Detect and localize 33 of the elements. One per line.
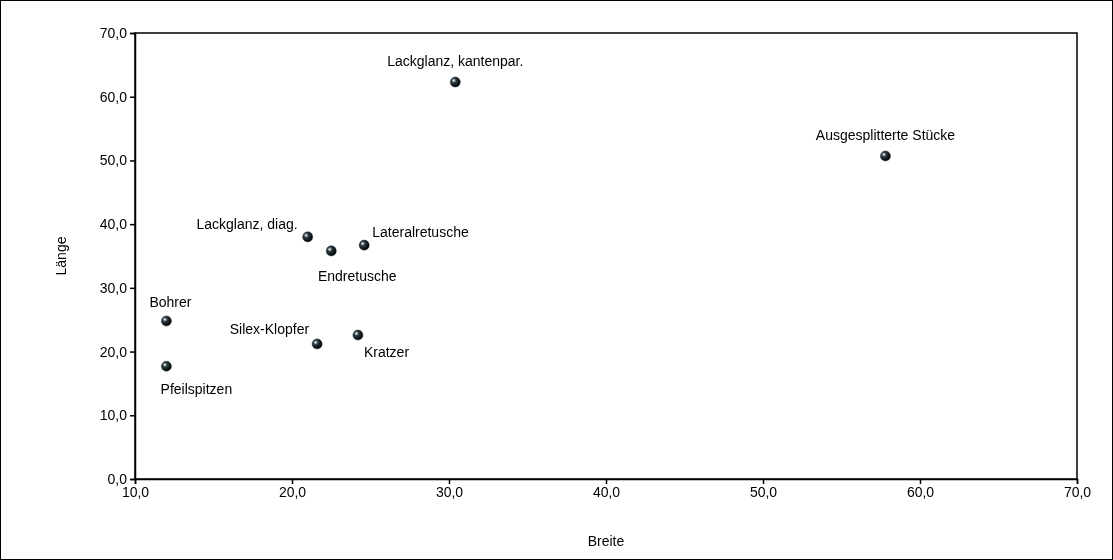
point — [449, 76, 461, 88]
y-tick-label: 50,0 — [99, 152, 128, 169]
point — [161, 315, 172, 327]
annotation: Lackglanz, kantenpar. — [387, 52, 524, 69]
y-tick-label: 70,0 — [99, 24, 128, 41]
annotation: Endretusche — [317, 267, 397, 284]
y-axis-title: Länge — [53, 236, 69, 276]
x-axis-title: Breite — [587, 533, 625, 549]
point — [302, 231, 313, 243]
y-tick-label: 60,0 — [99, 88, 128, 105]
point — [311, 338, 323, 350]
annotation: Lackglanz, diag. — [196, 215, 298, 232]
y-tick-label: 20,0 — [99, 343, 128, 360]
x-tick-label: 40,0 — [592, 483, 621, 500]
point — [358, 239, 370, 251]
annotation: Ausgesplitterte Stücke — [815, 126, 956, 143]
x-tick-label: 50,0 — [749, 483, 778, 500]
point — [161, 360, 172, 372]
annotation: Kratzer — [363, 343, 410, 360]
x-tick-label: 60,0 — [906, 483, 935, 500]
x-tick-label: 20,0 — [278, 483, 307, 500]
y-tick-label: 40,0 — [99, 216, 128, 233]
point — [880, 150, 891, 162]
point — [325, 245, 337, 257]
point — [352, 329, 364, 341]
y-tick-label: 30,0 — [99, 279, 128, 296]
x-tick-label: 70,0 — [1063, 483, 1092, 500]
x-tick-label: 30,0 — [435, 483, 464, 500]
annotation: Silex-Klopfer — [229, 320, 310, 337]
annotation: Bohrer — [149, 293, 192, 310]
annotation: Lateralretusche — [372, 223, 469, 240]
annotation: Pfeilspitzen — [160, 380, 233, 397]
y-tick-label: 10,0 — [99, 407, 128, 424]
